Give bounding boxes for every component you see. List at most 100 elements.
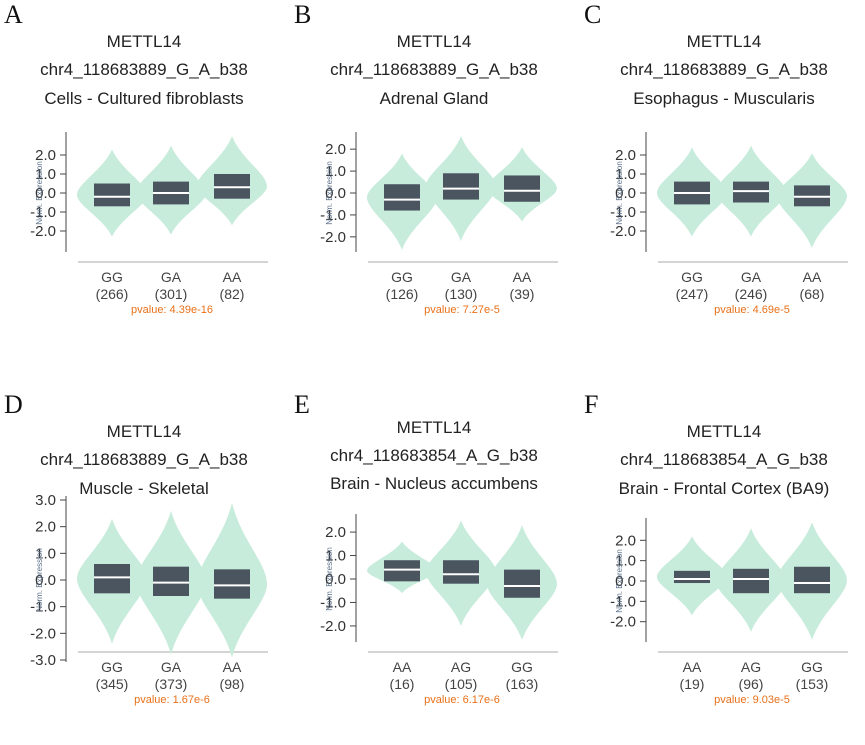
y-tick-label: 3.0	[35, 492, 56, 509]
group-count: (68)	[800, 286, 825, 302]
title-tissue: Brain - Nucleus accumbens	[330, 474, 538, 493]
y-tick-label: -2.0	[320, 229, 346, 246]
group-count: (373)	[155, 676, 188, 692]
title-tissue: Adrenal Gland	[379, 89, 489, 108]
title-tissue: Muscle - Skeletal	[79, 479, 209, 498]
x-tick-label: GG	[101, 269, 123, 285]
title-gene: METTL14	[686, 422, 762, 441]
panel-letter: E	[294, 390, 310, 419]
y-tick-label: -1.0	[30, 204, 56, 221]
y-tick-label: 2.0	[325, 524, 346, 541]
title-gene: METTL14	[106, 422, 182, 441]
x-tick-label: AG	[451, 659, 471, 675]
y-tick-label: 2.0	[325, 141, 346, 158]
y-tick-label: 0.0	[325, 571, 346, 588]
y-tick-label: -2.0	[30, 223, 56, 240]
group-count: (105)	[445, 676, 478, 692]
group-count: (163)	[506, 676, 539, 692]
title-gene: METTL14	[106, 32, 182, 51]
x-tick-label: GG	[681, 269, 703, 285]
violin-plot: 2.0 1.0 0.0 -1.0 -2.0 Norm. Expression AA(16) A…	[320, 514, 558, 706]
group-count: (39)	[510, 286, 535, 302]
pvalue-label: pvalue: 6.17e-6	[424, 694, 500, 706]
pvalue-label: pvalue: 1.67e-6	[134, 694, 210, 706]
y-axis-label: Norm. Expression	[615, 161, 624, 225]
group-count: (19)	[680, 676, 705, 692]
group-count: (16)	[390, 676, 415, 692]
x-tick-label: GA	[161, 269, 182, 285]
group-count: (126)	[386, 286, 419, 302]
panel-e: E METTL14 chr4_118683854_A_G_b38 Brain - Nu…	[290, 390, 578, 745]
iqr-box	[674, 570, 710, 584]
group-count: (98)	[220, 676, 245, 692]
y-tick-label: -2.0	[610, 223, 636, 240]
y-tick-label: -1.0	[610, 593, 636, 610]
x-tick-label: GG	[391, 269, 413, 285]
y-axis-label: Norm. Expression	[325, 161, 334, 225]
x-tick-label: AG	[741, 659, 761, 675]
iqr-box	[384, 184, 420, 211]
y-tick-label: 1.0	[35, 545, 56, 562]
panel-b: B METTL14 chr4_118683889_G_A_b38 Adrenal Gl…	[290, 0, 578, 355]
title-gene: METTL14	[396, 32, 472, 51]
x-tick-label: AA	[223, 659, 242, 675]
iqr-box	[384, 560, 420, 582]
group-count: (301)	[155, 286, 188, 302]
x-tick-label: AA	[683, 659, 702, 675]
iqr-box	[504, 175, 540, 202]
title-variant: chr4_118683854_A_G_b38	[330, 446, 538, 465]
x-tick-label: GA	[451, 269, 472, 285]
group-count: (153)	[796, 676, 829, 692]
x-tick-label: GA	[161, 659, 182, 675]
title-variant: chr4_118683889_G_A_b38	[40, 60, 248, 79]
y-tick-label: 1.0	[615, 166, 636, 183]
title-variant: chr4_118683889_G_A_b38	[620, 60, 828, 79]
iqr-box	[94, 564, 130, 594]
y-tick-label: -2.0	[30, 625, 56, 642]
violin-plot: 2.0 1.0 0.0 -1.0 -2.0 Norm. Expression GG(126)…	[320, 132, 558, 316]
y-tick-label: 1.0	[325, 163, 346, 180]
group-count: (266)	[96, 286, 129, 302]
iqr-box	[733, 568, 769, 594]
violin-plot: 3.0 2.0 1.0 0.0 -1.0 -2.0 -3.0 Norm. Expression…	[30, 492, 268, 706]
title-gene: METTL14	[686, 32, 762, 51]
iqr-box	[443, 560, 479, 584]
panel-letter: D	[4, 390, 23, 419]
group-count: (130)	[445, 286, 478, 302]
title-variant: chr4_118683854_A_G_b38	[620, 450, 828, 469]
x-tick-label: AA	[513, 269, 532, 285]
y-tick-label: 1.0	[325, 548, 346, 565]
y-tick-label: 1.0	[615, 553, 636, 570]
y-tick-label: -2.0	[320, 618, 346, 635]
y-tick-label: -3.0	[30, 652, 56, 669]
y-tick-label: -2.0	[610, 614, 636, 631]
panel-letter: B	[294, 0, 312, 29]
y-axis-label: Norm. Expression	[615, 549, 624, 613]
group-count: (246)	[735, 286, 768, 302]
title-gene: METTL14	[396, 418, 472, 437]
pvalue-label: pvalue: 9.03e-5	[714, 694, 790, 706]
title-tissue: Brain - Frontal Cortex (BA9)	[618, 479, 830, 498]
y-axis-label: Norm. Expression	[35, 548, 44, 612]
x-tick-label: AA	[803, 269, 822, 285]
iqr-box	[214, 569, 250, 599]
y-tick-label: -1.0	[320, 594, 346, 611]
x-tick-label: GG	[511, 659, 533, 675]
panel-c: C METTL14 chr4_118683889_G_A_b38 Esophagus …	[580, 0, 865, 355]
y-tick-label: 0.0	[35, 572, 56, 589]
y-tick-label: 0.0	[615, 185, 636, 202]
panel-letter: F	[584, 390, 599, 419]
panel-d: D METTL14 chr4_118683889_G_A_b38 Muscle - S…	[0, 390, 288, 745]
y-tick-label: -1.0	[320, 207, 346, 224]
group-count: (345)	[96, 676, 129, 692]
y-tick-label: 2.0	[615, 532, 636, 549]
iqr-box	[94, 183, 130, 207]
y-tick-label: -1.0	[610, 204, 636, 221]
x-tick-label: AA	[393, 659, 412, 675]
y-tick-label: 2.0	[35, 147, 56, 164]
group-count: (82)	[220, 286, 245, 302]
iqr-box	[443, 173, 479, 200]
